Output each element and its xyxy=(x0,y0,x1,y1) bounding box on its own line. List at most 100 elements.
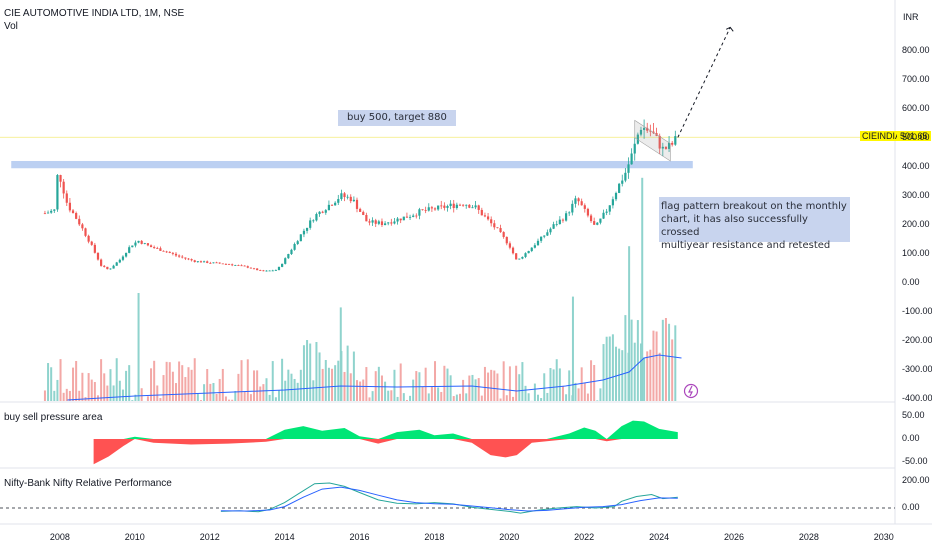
target-annotation[interactable]: buy 500, target 880 xyxy=(338,110,456,126)
volume-bar xyxy=(50,367,53,401)
price-candle xyxy=(418,209,421,216)
volume-spike-bar xyxy=(641,177,644,401)
price-candle xyxy=(321,211,324,213)
price-candle xyxy=(137,240,140,243)
volume-bar xyxy=(121,389,124,401)
volume-bar xyxy=(346,345,349,401)
volume-bar xyxy=(586,393,589,401)
volume-bar xyxy=(443,365,446,401)
price-candle xyxy=(646,127,649,131)
price-candle xyxy=(440,205,443,207)
volume-bar xyxy=(446,368,449,401)
price-candle xyxy=(271,270,274,272)
volume-bar xyxy=(221,368,224,401)
time-axis-tick: 2022 xyxy=(574,532,595,542)
price-candle xyxy=(455,204,458,209)
volume-bar xyxy=(480,395,483,401)
price-candle xyxy=(661,146,664,149)
price-candle xyxy=(624,172,627,181)
price-candle xyxy=(605,211,608,213)
price-candle xyxy=(508,243,512,248)
volume-bar xyxy=(306,340,309,401)
currency-label[interactable]: INR xyxy=(903,12,919,22)
volume-bar xyxy=(324,359,327,401)
price-candle xyxy=(405,216,409,218)
price-candle xyxy=(505,236,508,244)
pattern-annotation-line2: chart, it has also successfully crossed xyxy=(661,214,808,238)
price-candle xyxy=(249,267,252,269)
price-axis-tick: 300.00 xyxy=(902,189,930,200)
price-candle xyxy=(46,212,50,214)
price-candle xyxy=(499,228,502,233)
volume-bar xyxy=(359,381,362,401)
price-candle xyxy=(259,270,262,271)
price-candle xyxy=(524,253,527,257)
volume-bar xyxy=(474,379,477,401)
price-candle xyxy=(81,224,84,229)
price-candle xyxy=(56,175,59,210)
price-candle xyxy=(100,259,103,266)
volume-spike-bar xyxy=(571,296,574,401)
price-candle xyxy=(561,219,565,221)
price-candle xyxy=(78,218,81,225)
price-candle xyxy=(159,248,162,251)
volume-bar xyxy=(196,393,199,401)
price-axis-tick: 200.00 xyxy=(902,218,930,229)
time-axis-tick: 2012 xyxy=(199,532,220,542)
volume-bar xyxy=(203,384,206,401)
price-candle xyxy=(143,243,146,245)
volume-bar xyxy=(596,400,599,401)
price-candle xyxy=(415,215,418,217)
pressure-axis-tick: -50.00 xyxy=(902,456,928,466)
price-candle xyxy=(246,266,249,268)
volume-bar xyxy=(533,383,536,401)
projection-arrow xyxy=(677,27,731,138)
price-candle xyxy=(521,256,524,259)
volume-bar xyxy=(315,342,318,401)
price-candle xyxy=(96,252,100,260)
volume-bar xyxy=(265,378,268,401)
price-candle xyxy=(287,254,290,259)
price-candle xyxy=(184,257,187,259)
volume-bar xyxy=(234,390,237,401)
pattern-annotation[interactable]: flag pattern breakout on the monthly cha… xyxy=(659,197,850,251)
price-candle xyxy=(599,218,602,223)
volume-bar xyxy=(293,378,296,401)
price-candle xyxy=(84,228,87,236)
volume-bar xyxy=(131,400,134,401)
volume-bar xyxy=(175,383,178,401)
price-candle xyxy=(502,232,505,237)
price-candle xyxy=(515,253,518,260)
price-candle xyxy=(465,204,468,206)
price-candle xyxy=(162,250,165,252)
volume-bar xyxy=(377,366,380,401)
price-candle xyxy=(209,262,212,264)
price-candle xyxy=(649,130,652,132)
price-candle xyxy=(349,196,352,202)
volume-bar xyxy=(277,390,280,401)
price-candle xyxy=(636,134,639,144)
volume-bar xyxy=(90,379,93,401)
volume-bar xyxy=(636,320,639,401)
price-candle xyxy=(424,210,427,211)
price-candle xyxy=(490,219,493,224)
price-candle xyxy=(262,270,265,272)
volume-bar xyxy=(555,359,558,401)
time-axis-tick: 2024 xyxy=(649,532,670,542)
volume-bar xyxy=(608,336,611,401)
price-axis-tick: -400.00 xyxy=(902,393,932,404)
price-candle xyxy=(131,245,134,248)
price-candle xyxy=(227,263,231,265)
price-candle xyxy=(480,209,483,216)
price-candle xyxy=(296,241,299,244)
volume-bar xyxy=(390,390,393,401)
price-candle xyxy=(483,215,487,217)
price-candle xyxy=(71,210,75,214)
price-axis-tick: 600.00 xyxy=(902,102,930,113)
price-candle xyxy=(664,146,668,149)
price-candle xyxy=(602,212,605,219)
volume-bar xyxy=(318,352,321,401)
volume-bar xyxy=(380,375,383,401)
volume-bar xyxy=(168,362,171,401)
